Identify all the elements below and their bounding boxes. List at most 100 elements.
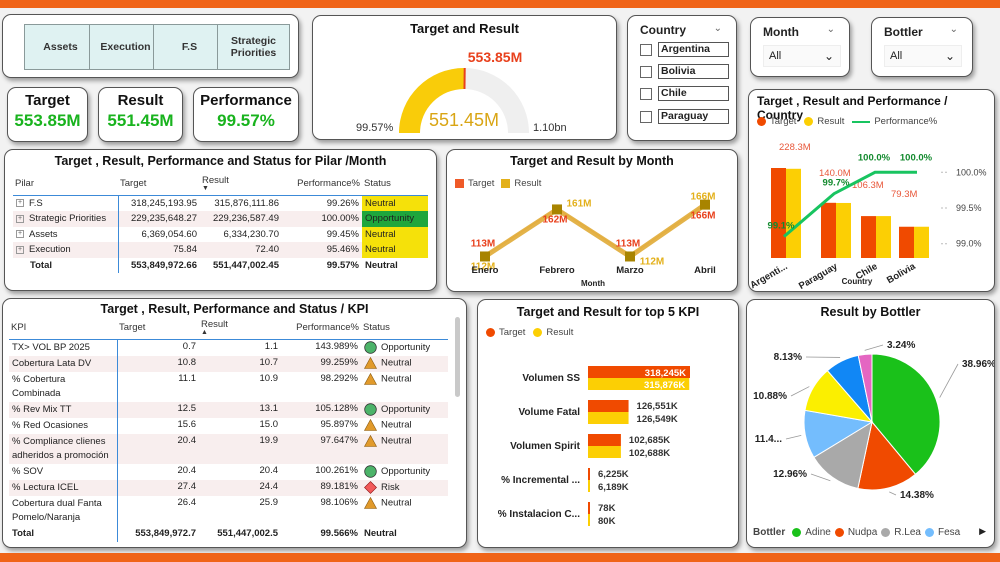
country-option-argentina[interactable]: Argentina	[640, 42, 729, 57]
column-header-target[interactable]: Target	[118, 172, 200, 196]
result-kpi-value: 551.45M	[107, 111, 174, 130]
x-tick-label: Bolivia	[885, 261, 918, 286]
kpi-table: KPI Target Result ▲ Performance% Status T…	[9, 316, 448, 526]
legend-fesa-label[interactable]: Fesa	[937, 527, 961, 538]
column-header-performance[interactable]: Performance%	[282, 172, 362, 196]
result-cell: 6,334,230.70	[223, 228, 279, 240]
country-option-bolivia[interactable]: Bolivia	[640, 64, 729, 79]
pie-slice	[857, 353, 873, 423]
country-chart-legend: Target Result Performance%	[757, 116, 937, 127]
country-chart-card: Target , Result and Performance / Countr…	[748, 89, 995, 292]
chevron-down-icon[interactable]: ⌄	[944, 49, 955, 63]
country-slicer-title: Country	[640, 23, 686, 37]
neutral-triangle-icon	[364, 435, 377, 447]
column-header-performance[interactable]: Performance%	[281, 316, 361, 340]
column-header-result[interactable]: Result ▲	[199, 316, 281, 340]
target-bar	[588, 400, 629, 412]
pillar-slicer-card: Assets Execution F.S Strategic Prioritie…	[2, 14, 299, 78]
x-axis-title: Month	[581, 279, 605, 288]
result-bar	[588, 412, 629, 424]
pilar-name: Assets	[29, 228, 58, 240]
target-cell: 15.6	[116, 418, 199, 434]
x-tick-label: Febrero	[539, 265, 575, 276]
expand-icon[interactable]: +	[16, 245, 24, 254]
gauge-chart: 553.85M 551.45M 99.57% 1.10bn	[356, 49, 567, 134]
top5-kpi-chart-card: Target and Result for top 5 KPI Target R…	[477, 299, 739, 548]
result-cell: 25.9	[259, 497, 279, 508]
slice-data-label: 38.96%	[962, 359, 994, 370]
column-header-result[interactable]: Result ▼	[200, 172, 282, 196]
top-accent-bar	[0, 0, 1000, 8]
legend-adine-label[interactable]: Adine	[805, 527, 831, 538]
pillar-button-execution[interactable]: Execution	[89, 24, 162, 70]
table-row: + Assets 6,369,054.60 6,334,230.70 99.45%…	[13, 226, 428, 242]
legend-nudpa-label[interactable]: Nudpa	[847, 527, 878, 538]
table-scrollbar[interactable]	[455, 317, 460, 397]
month-slicer-title: Month	[763, 25, 799, 39]
result-point	[700, 199, 710, 210]
column-header-pilar[interactable]: Pilar	[13, 172, 118, 196]
expand-icon[interactable]: +	[16, 230, 24, 239]
performance-cell: 89.181%	[320, 481, 358, 492]
chevron-down-icon[interactable]: ⌄	[713, 23, 722, 34]
chevron-down-icon[interactable]: ⌄	[823, 49, 834, 63]
status-cell: Neutral	[362, 242, 428, 258]
status-cell: Neutral	[361, 418, 448, 434]
status-label: Risk	[381, 482, 400, 494]
total-result: 551,447,002.5	[217, 528, 278, 540]
status-cell: Neutral	[361, 434, 448, 464]
column-header-kpi[interactable]: KPI	[9, 316, 117, 340]
month-dropdown[interactable]: All ⌄	[763, 45, 841, 67]
legend-next-arrow-icon[interactable]: ▶	[979, 526, 986, 536]
column-header-status[interactable]: Status	[362, 172, 428, 196]
bottler-dropdown[interactable]: All ⌄	[884, 45, 962, 67]
expand-icon[interactable]: +	[16, 199, 24, 208]
table-row: + Strategic Priorities 229,235,648.27 229…	[13, 211, 428, 227]
y2-tick-label: 100.0%	[956, 167, 987, 177]
leader-line	[864, 344, 884, 351]
bottler-pie-chart: 38.96% 14.38% 12.96% 11.4... 10.88% 8.13% 3.24…	[753, 340, 994, 501]
legend-result-label: Result	[817, 116, 845, 127]
target-cell: 75.84	[117, 242, 200, 258]
neutral-triangle-icon	[364, 357, 377, 369]
result-bar	[914, 226, 929, 258]
target-cell: 27.4	[116, 480, 199, 496]
kpi-name: % Red Ocasiones	[12, 420, 89, 431]
country-option-chile[interactable]: Chile	[640, 86, 729, 101]
performance-kpi-value: 99.57%	[217, 111, 275, 130]
checkbox[interactable]	[640, 87, 652, 100]
checkbox[interactable]	[640, 110, 652, 123]
result-cell: 10.9	[259, 373, 279, 384]
result-point	[625, 251, 635, 262]
country-option-label: Bolivia	[658, 64, 729, 79]
kpi-name: % Rev Mix TT	[12, 404, 72, 415]
result-cell: 24.4	[259, 481, 279, 492]
bottler-slicer: Bottler ⌄ All ⌄	[871, 17, 973, 77]
slice-data-label: 11.4...	[755, 434, 782, 445]
status-cell: Opportunity	[361, 464, 448, 480]
target-bar	[588, 502, 590, 514]
column-header-target[interactable]: Target	[117, 316, 199, 340]
gauge-max-label: 1.10bn	[533, 122, 567, 134]
category-label: % Instalacion C...	[498, 509, 580, 520]
pillar-button-fs[interactable]: F.S	[153, 24, 226, 70]
sort-asc-icon: ▲	[201, 329, 208, 336]
legend-rlea-label[interactable]: R.Lea	[894, 527, 921, 538]
column-header-status[interactable]: Status	[361, 316, 448, 340]
legend-result-label: Result	[514, 178, 542, 189]
checkbox[interactable]	[640, 43, 652, 56]
slice-data-label: 10.88%	[753, 391, 787, 402]
kpi-name: % SOV	[12, 466, 44, 477]
expand-icon[interactable]: +	[16, 214, 24, 223]
legend-rlea-marker	[881, 528, 891, 537]
status-cell: Opportunity	[361, 402, 448, 418]
country-option-paraguay[interactable]: Paraguay	[640, 109, 729, 124]
pillar-button-assets[interactable]: Assets	[24, 24, 97, 70]
performance-cell: 100.261%	[315, 465, 358, 476]
checkbox[interactable]	[640, 65, 652, 78]
result-cell: 72.40	[255, 244, 279, 256]
pillar-button-strategic-priorities[interactable]: Strategic Priorities	[217, 24, 290, 70]
y2-tick-label: 99.0%	[956, 239, 982, 249]
country-slicer: Country ⌄ Argentina Bolivia Chile Paragu…	[627, 15, 737, 141]
result-cell: 229,236,587.49	[212, 213, 279, 225]
